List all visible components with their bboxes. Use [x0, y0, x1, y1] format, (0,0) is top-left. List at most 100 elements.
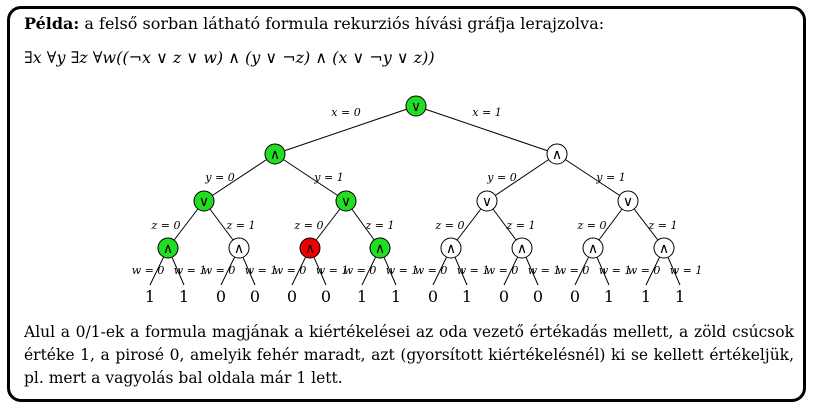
edge-label-w-14: w = 0 — [628, 264, 661, 277]
leaf-value-0: 1 — [145, 287, 155, 306]
node-l3-0-op: ∧ — [163, 241, 173, 257]
node-l3-7-circle — [653, 237, 675, 259]
node-l2-1: ∨ — [335, 190, 357, 212]
node-l3-0: ∧ — [157, 237, 179, 259]
node-l1-0-circle — [264, 143, 286, 165]
intro-text: a felső sorban látható formula rekurziós… — [79, 14, 605, 33]
edge-label-z-3: z = 1 — [364, 219, 394, 232]
caption: Alul a 0/1-ek a formula magjának a kiért… — [24, 323, 794, 387]
node-l3-1: ∧ — [228, 237, 250, 259]
edge-label-w-15: w = 1 — [670, 264, 703, 277]
node-l2-3-circle — [617, 190, 639, 212]
edge-label-z-5: z = 1 — [505, 219, 535, 232]
leaf-value-5: 0 — [321, 287, 331, 306]
edge-label-w-10: w = 0 — [486, 264, 519, 277]
edge-label-z-6: z = 0 — [576, 219, 606, 232]
example-box — [7, 6, 806, 402]
edge-label-y-1: y = 1 — [313, 171, 343, 184]
node-l2-0-circle — [193, 190, 215, 212]
node-l3-4: ∧ — [440, 237, 462, 259]
node-l1-0: ∧ — [264, 143, 286, 165]
edge-label-w-0: w = 0 — [132, 264, 165, 277]
node-l3-6-op: ∧ — [588, 241, 598, 257]
edge-label-x-0: x = 0 — [331, 106, 360, 119]
leaf-value-1: 1 — [179, 287, 189, 306]
node-l2-1-circle — [335, 190, 357, 212]
edge-label-w-4: w = 0 — [274, 264, 307, 277]
leaf-value-12: 0 — [570, 287, 580, 306]
edge-label-w-3: w = 1 — [245, 264, 278, 277]
node-l3-3: ∧ — [369, 237, 391, 259]
edge-label-x-1: x = 1 — [472, 106, 501, 119]
node-l3-5-op: ∧ — [517, 241, 527, 257]
edge-label-w-8: w = 0 — [415, 264, 448, 277]
leaf-value-2: 0 — [216, 287, 226, 306]
node-l1-0-op: ∧ — [270, 147, 280, 163]
leaf-value-7: 1 — [391, 287, 401, 306]
leaf-value-6: 1 — [357, 287, 367, 306]
edge-label-w-13: w = 1 — [599, 264, 632, 277]
formula: ∃x ∀y ∃z ∀w((¬x ∨ z ∨ w) ∧ (y ∨ ¬z) ∧ (x… — [24, 48, 435, 67]
node-l2-2-circle — [476, 190, 498, 212]
leaf-value-8: 0 — [428, 287, 438, 306]
edge-label-y-2: y = 0 — [486, 171, 516, 184]
edge-label-w-1: w = 1 — [174, 264, 207, 277]
intro-line: Példa: a felső sorban látható formula re… — [24, 14, 804, 33]
node-l3-2: ∧ — [299, 237, 321, 259]
leaf-value-10: 0 — [499, 287, 509, 306]
edge-label-w-7: w = 1 — [386, 264, 419, 277]
edge-label-y-3: y = 1 — [595, 171, 625, 184]
node-l2-3: ∨ — [617, 190, 639, 212]
edge-label-z-2: z = 0 — [293, 219, 323, 232]
node-l3-5: ∧ — [511, 237, 533, 259]
leaf-value-3: 0 — [250, 287, 260, 306]
node-root: ∨ — [405, 95, 427, 117]
leaf-value-11: 0 — [533, 287, 543, 306]
node-l1-1: ∧ — [546, 143, 568, 165]
edge-label-z-0: z = 0 — [150, 219, 180, 232]
example-label: Példa: — [24, 14, 80, 33]
leaf-value-15: 1 — [675, 287, 685, 306]
node-l3-1-op: ∧ — [234, 241, 244, 257]
edge-label-w-5: w = 1 — [316, 264, 349, 277]
edge-label-z-4: z = 0 — [434, 219, 464, 232]
edge-y-0 — [203, 153, 276, 202]
edge-y-2 — [486, 153, 558, 202]
node-l1-1-op: ∧ — [552, 147, 562, 163]
node-l3-3-circle — [369, 237, 391, 259]
leaf-value-14: 1 — [641, 287, 651, 306]
edge-y-3 — [556, 153, 629, 202]
edge-label-z-7: z = 1 — [647, 219, 677, 232]
node-root-circle — [405, 95, 427, 117]
node-l1-1-circle — [546, 143, 568, 165]
node-l3-7: ∧ — [653, 237, 675, 259]
leaf-value-4: 0 — [287, 287, 297, 306]
node-l3-2-op: ∧ — [305, 241, 315, 257]
node-l3-7-op: ∧ — [659, 241, 669, 257]
node-l3-1-circle — [228, 237, 250, 259]
edge-label-w-11: w = 1 — [528, 264, 561, 277]
edge-label-w-9: w = 1 — [457, 264, 490, 277]
edge-label-w-12: w = 0 — [557, 264, 590, 277]
node-l3-6-circle — [582, 237, 604, 259]
node-l3-4-op: ∧ — [446, 241, 456, 257]
node-l2-3-op: ∨ — [623, 194, 633, 210]
node-l3-6: ∧ — [582, 237, 604, 259]
node-l2-0-op: ∨ — [199, 194, 209, 210]
node-l2-1-op: ∨ — [341, 194, 351, 210]
edge-x-1 — [415, 105, 558, 155]
edge-x-0 — [274, 105, 417, 155]
node-l3-4-circle — [440, 237, 462, 259]
node-l3-0-circle — [157, 237, 179, 259]
edge-label-w-6: w = 0 — [344, 264, 377, 277]
node-l3-2-circle — [299, 237, 321, 259]
edge-label-y-0: y = 0 — [204, 171, 234, 184]
node-l2-2: ∨ — [476, 190, 498, 212]
leaf-value-9: 1 — [462, 287, 472, 306]
edge-label-w-2: w = 0 — [203, 264, 236, 277]
leaf-value-13: 1 — [604, 287, 614, 306]
node-l2-2-op: ∨ — [482, 194, 492, 210]
node-l2-0: ∨ — [193, 190, 215, 212]
edge-label-z-1: z = 1 — [225, 219, 255, 232]
